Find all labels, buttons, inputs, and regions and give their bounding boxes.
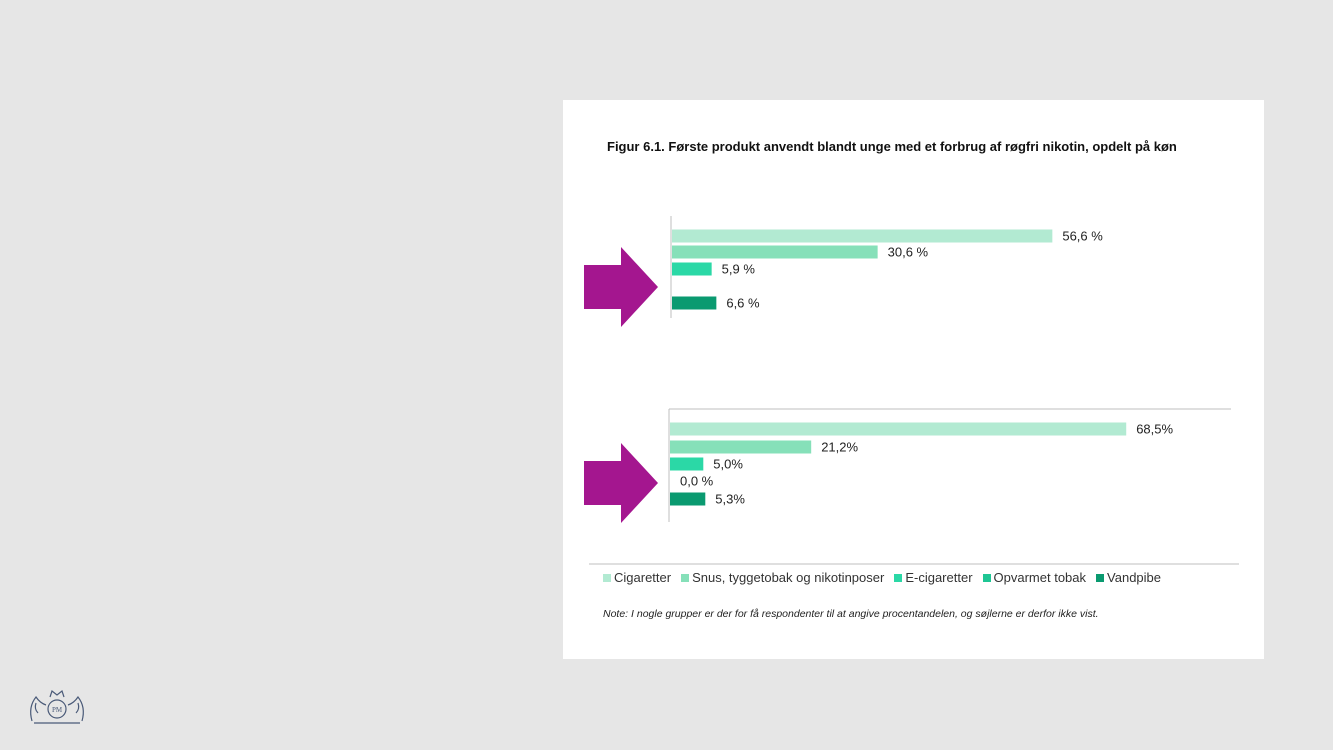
legend-label: Snus, tyggetobak og nikotinposer [692,570,885,585]
legend-item: Opvarmet tobak [982,570,1087,585]
bar-value-label: 0,0 % [680,474,714,489]
bar [672,296,717,310]
bar-value-label: 5,3% [715,492,745,507]
legend-swatch [681,573,690,582]
bar-value-label: 56,6 % [1062,229,1103,244]
philip-morris-crest-logo: PM [30,689,84,724]
legend-swatch [982,573,991,582]
legend-item: Cigaretter [603,570,671,585]
arrow-right-icon [584,443,658,523]
figure-card: Figur 6.1. Første produkt anvendt blandt… [563,100,1264,659]
bar-value-label: 21,2% [821,440,858,455]
svg-text:PM: PM [52,706,63,714]
legend-item: E-cigaretter [894,570,973,585]
bar [672,245,878,259]
legend-label: Cigaretter [614,570,672,585]
legend-item: Snus, tyggetobak og nikotinposer [681,570,884,585]
legend-swatch [603,573,611,582]
bar [672,229,1053,243]
legend-label: E-cigaretter [905,570,973,585]
bar-value-label: 5,9 % [722,262,756,277]
bar [670,457,704,471]
legend-item: Vandpibe [1096,570,1161,585]
legend-swatch [894,573,903,582]
bar [670,492,706,506]
figure-note: Note: I nogle grupper er der for få resp… [603,608,1099,620]
chart-legend: Cigaretter Snus, tyggetobak og nikotinpos… [603,570,1243,585]
bar [670,422,1127,436]
bar [672,262,712,276]
bar-value-label: 6,6 % [726,296,760,311]
figure-title: Figur 6.1. Første produkt anvendt blandt… [607,139,1177,154]
bar-chart: 56,6 % 30,6 % 5,9 % 6,6 % 68,5% 21,2% 5,0% 0,0 … [589,216,1239,565]
bar-value-label: 68,5% [1136,422,1173,437]
bar-value-label: 30,6 % [888,245,929,260]
arrow-right-icon [584,247,658,327]
bar [670,440,812,454]
bar-value-label: 5,0% [713,457,743,472]
legend-label: Opvarmet tobak [993,570,1087,585]
legend-label: Vandpibe [1107,570,1162,585]
legend-swatch [1096,573,1105,582]
